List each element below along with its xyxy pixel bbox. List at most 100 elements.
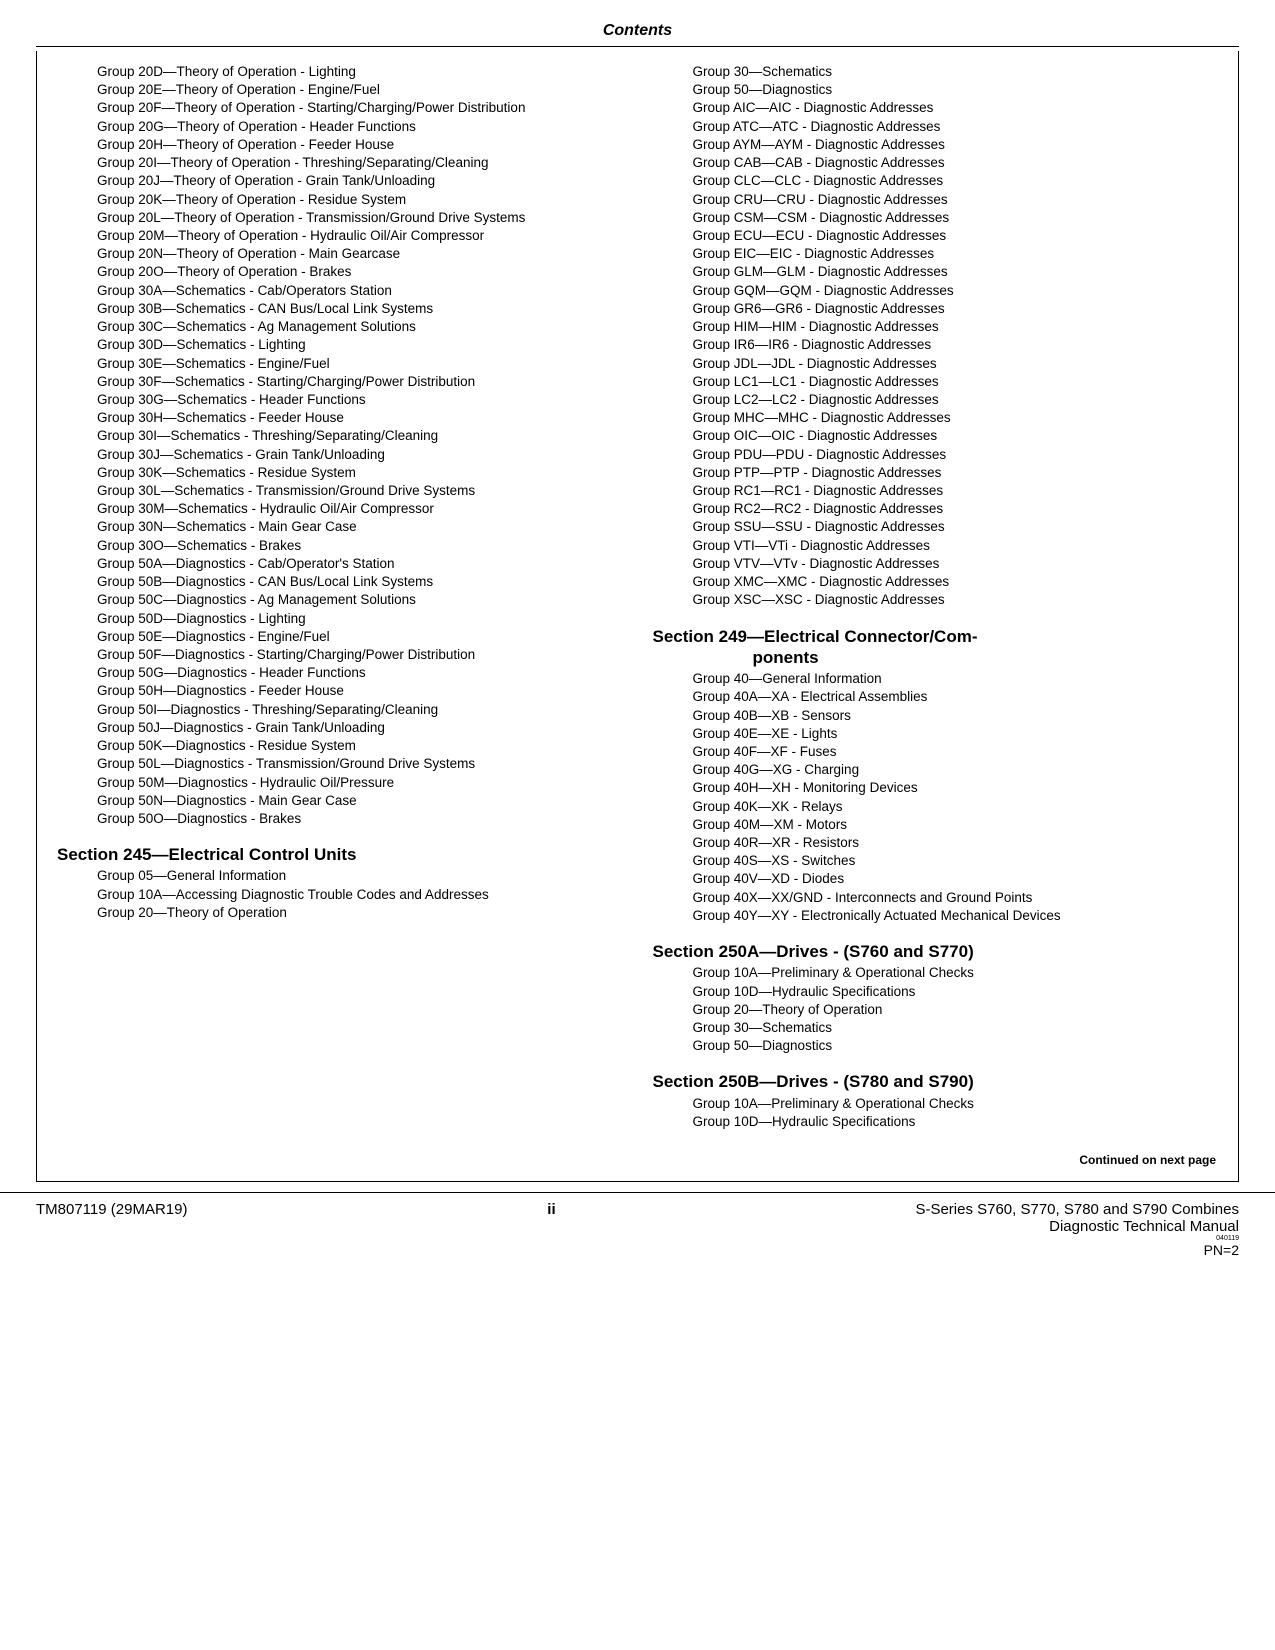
toc-entry: Group AIC—AIC - Diagnostic Addresses (673, 99, 1219, 117)
toc-entry: Group 05—General Information (77, 867, 623, 885)
toc-entry: Group 30J—Schematics - Grain Tank/Unload… (77, 446, 623, 464)
toc-entry: Group VTI—VTi - Diagnostic Addresses (673, 537, 1219, 555)
toc-entry: Group 30K—Schematics - Residue System (77, 464, 623, 482)
toc-entry: Group 50K—Diagnostics - Residue System (77, 737, 623, 755)
toc-entry: Group 10A—Accessing Diagnostic Trouble C… (77, 886, 623, 904)
toc-entry: Group XMC—XMC - Diagnostic Addresses (673, 573, 1219, 591)
toc-entry: Group 10A—Preliminary & Operational Chec… (673, 964, 1219, 982)
footer-page-number: ii (547, 1201, 555, 1218)
toc-entry: Group 40K—XK - Relays (673, 798, 1219, 816)
right-column: Group 30—SchematicsGroup 50—DiagnosticsG… (653, 63, 1219, 1131)
toc-entry: Group 30D—Schematics - Lighting (77, 336, 623, 354)
toc-entry: Group 30L—Schematics - Transmission/Grou… (77, 482, 623, 500)
toc-entry: Group 20K—Theory of Operation - Residue … (77, 191, 623, 209)
toc-entry: Group IR6—IR6 - Diagnostic Addresses (673, 336, 1219, 354)
toc-entry: Group 20—Theory of Operation (673, 1001, 1219, 1019)
toc-entry: Group SSU—SSU - Diagnostic Addresses (673, 518, 1219, 536)
toc-entry: Group 30G—Schematics - Header Functions (77, 391, 623, 409)
toc-entry: Group 10A—Preliminary & Operational Chec… (673, 1095, 1219, 1113)
toc-entry: Group 50—Diagnostics (673, 81, 1219, 99)
section-250a-title: Section 250A—Drives - (S760 and S770) (653, 941, 1219, 962)
toc-entry: Group 20H—Theory of Operation - Feeder H… (77, 136, 623, 154)
toc-entry: Group HIM—HIM - Diagnostic Addresses (673, 318, 1219, 336)
toc-entry: Group 30—Schematics (673, 63, 1219, 81)
toc-entry: Group 20—Theory of Operation (77, 904, 623, 922)
toc-entry: Group CRU—CRU - Diagnostic Addresses (673, 191, 1219, 209)
toc-entry: Group 50H—Diagnostics - Feeder House (77, 682, 623, 700)
toc-entry: Group 40V—XD - Diodes (673, 870, 1219, 888)
section-249-title-line2: ponents (653, 647, 1219, 668)
footer-pn: PN=2 (0, 1242, 1275, 1258)
toc-entry: Group 30C—Schematics - Ag Management Sol… (77, 318, 623, 336)
toc-entry: Group 20I—Theory of Operation - Threshin… (77, 154, 623, 172)
toc-entry: Group 50B—Diagnostics - CAN Bus/Local Li… (77, 573, 623, 591)
toc-entry: Group 30H—Schematics - Feeder House (77, 409, 623, 427)
toc-entry: Group 20N—Theory of Operation - Main Gea… (77, 245, 623, 263)
toc-entry: Group CLC—CLC - Diagnostic Addresses (673, 172, 1219, 190)
toc-entry: Group MHC—MHC - Diagnostic Addresses (673, 409, 1219, 427)
footer-title-2: Diagnostic Technical Manual (915, 1218, 1239, 1235)
footer-title-1: S-Series S760, S770, S780 and S790 Combi… (915, 1201, 1239, 1218)
toc-entry: Group 40M—XM - Motors (673, 816, 1219, 834)
toc-entry: Group 40R—XR - Resistors (673, 834, 1219, 852)
toc-entry: Group 30F—Schematics - Starting/Charging… (77, 373, 623, 391)
content-frame: Group 20D—Theory of Operation - Lighting… (36, 51, 1239, 1182)
toc-entry: Group ATC—ATC - Diagnostic Addresses (673, 118, 1219, 136)
toc-entry: Group 30N—Schematics - Main Gear Case (77, 518, 623, 536)
toc-entry: Group 20M—Theory of Operation - Hydrauli… (77, 227, 623, 245)
toc-entry: Group RC2—RC2 - Diagnostic Addresses (673, 500, 1219, 518)
toc-entry: Group 50N—Diagnostics - Main Gear Case (77, 792, 623, 810)
section-245-title: Section 245—Electrical Control Units (57, 844, 623, 865)
toc-entry: Group 30O—Schematics - Brakes (77, 537, 623, 555)
toc-entry: Group RC1—RC1 - Diagnostic Addresses (673, 482, 1219, 500)
toc-entry: Group XSC—XSC - Diagnostic Addresses (673, 591, 1219, 609)
toc-entry: Group 40X—XX/GND - Interconnects and Gro… (673, 889, 1219, 907)
toc-entry: Group EIC—EIC - Diagnostic Addresses (673, 245, 1219, 263)
toc-entry: Group 30B—Schematics - CAN Bus/Local Lin… (77, 300, 623, 318)
toc-entry: Group 20L—Theory of Operation - Transmis… (77, 209, 623, 227)
toc-entry: Group 50E—Diagnostics - Engine/Fuel (77, 628, 623, 646)
section-250b-title: Section 250B—Drives - (S780 and S790) (653, 1071, 1219, 1092)
toc-entry: Group 50—Diagnostics (673, 1037, 1219, 1055)
toc-entry: Group OIC—OIC - Diagnostic Addresses (673, 427, 1219, 445)
toc-entry: Group 10D—Hydraulic Specifications (673, 1113, 1219, 1131)
toc-entry: Group CAB—CAB - Diagnostic Addresses (673, 154, 1219, 172)
toc-entry: Group AYM—AYM - Diagnostic Addresses (673, 136, 1219, 154)
toc-entry: Group GQM—GQM - Diagnostic Addresses (673, 282, 1219, 300)
toc-entry: Group 50G—Diagnostics - Header Functions (77, 664, 623, 682)
toc-entry: Group JDL—JDL - Diagnostic Addresses (673, 355, 1219, 373)
toc-entry: Group 30I—Schematics - Threshing/Separat… (77, 427, 623, 445)
toc-entry: Group 40F—XF - Fuses (673, 743, 1219, 761)
toc-entry: Group 20O—Theory of Operation - Brakes (77, 263, 623, 281)
toc-entry: Group 50I—Diagnostics - Threshing/Separa… (77, 701, 623, 719)
toc-entry: Group ECU—ECU - Diagnostic Addresses (673, 227, 1219, 245)
toc-entry: Group LC1—LC1 - Diagnostic Addresses (673, 373, 1219, 391)
toc-entry: Group 30M—Schematics - Hydraulic Oil/Air… (77, 500, 623, 518)
footer-tiny-code: 040119 (0, 1235, 1275, 1242)
left-column: Group 20D—Theory of Operation - Lighting… (57, 63, 623, 1131)
continued-label: Continued on next page (1079, 1153, 1216, 1167)
toc-entry: Group 40S—XS - Switches (673, 852, 1219, 870)
toc-entry: Group LC2—LC2 - Diagnostic Addresses (673, 391, 1219, 409)
toc-entry: Group PDU—PDU - Diagnostic Addresses (673, 446, 1219, 464)
toc-entry: Group 40A—XA - Electrical Assemblies (673, 688, 1219, 706)
section-249-title: Section 249—Electrical Connector/Com-pon… (653, 626, 1219, 669)
toc-entry: Group 30E—Schematics - Engine/Fuel (77, 355, 623, 373)
toc-entry: Group 20D—Theory of Operation - Lighting (77, 63, 623, 81)
toc-entry: Group 20G—Theory of Operation - Header F… (77, 118, 623, 136)
toc-entry: Group 20J—Theory of Operation - Grain Ta… (77, 172, 623, 190)
page-header: Contents (36, 22, 1239, 47)
toc-entry: Group 40—General Information (673, 670, 1219, 688)
toc-entry: Group 40E—XE - Lights (673, 725, 1219, 743)
section-249-title-line1: Section 249—Electrical Connector/Com- (653, 627, 978, 646)
toc-entry: Group 20F—Theory of Operation - Starting… (77, 99, 623, 117)
toc-entry: Group GR6—GR6 - Diagnostic Addresses (673, 300, 1219, 318)
toc-entry: Group 40H—XH - Monitoring Devices (673, 779, 1219, 797)
toc-entry: Group 50D—Diagnostics - Lighting (77, 610, 623, 628)
toc-entry: Group 10D—Hydraulic Specifications (673, 983, 1219, 1001)
toc-entry: Group 50J—Diagnostics - Grain Tank/Unloa… (77, 719, 623, 737)
toc-entry: Group PTP—PTP - Diagnostic Addresses (673, 464, 1219, 482)
toc-entry: Group 40B—XB - Sensors (673, 707, 1219, 725)
toc-entry: Group 30—Schematics (673, 1019, 1219, 1037)
toc-entry: Group 50M—Diagnostics - Hydraulic Oil/Pr… (77, 774, 623, 792)
